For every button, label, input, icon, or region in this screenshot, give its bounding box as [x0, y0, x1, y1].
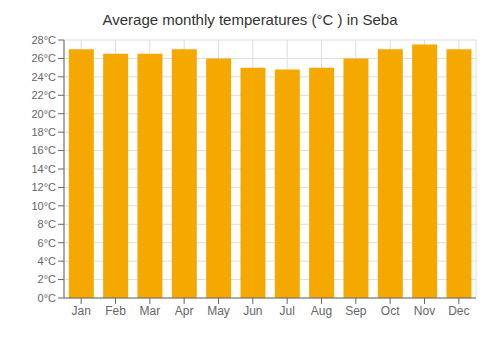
svg-text:28°C: 28°C [31, 34, 56, 46]
svg-text:12°C: 12°C [31, 181, 56, 193]
svg-text:Nov: Nov [414, 304, 435, 318]
svg-text:8°C: 8°C [38, 218, 57, 230]
svg-text:May: May [207, 304, 230, 318]
svg-text:20°C: 20°C [31, 108, 56, 120]
svg-text:Mar: Mar [139, 304, 160, 318]
svg-text:Dec: Dec [448, 304, 469, 318]
svg-text:14°C: 14°C [31, 163, 56, 175]
svg-text:22°C: 22°C [31, 89, 56, 101]
svg-text:Jan: Jan [71, 304, 90, 318]
svg-text:26°C: 26°C [31, 52, 56, 64]
svg-text:Aug: Aug [311, 304, 332, 318]
svg-text:0°C: 0°C [38, 292, 57, 304]
svg-text:16°C: 16°C [31, 144, 56, 156]
svg-text:4°C: 4°C [38, 255, 57, 267]
html-text:Average monthly temperatures (: Average monthly temperatures (°C ) in Se… [102, 11, 398, 28]
svg-text:Apr: Apr [175, 304, 194, 318]
svg-text:Oct: Oct [381, 304, 400, 318]
svg-text:Feb: Feb [105, 304, 126, 318]
svg-text:6°C: 6°C [38, 237, 57, 249]
svg-text:Jul: Jul [279, 304, 294, 318]
svg-text:Jun: Jun [243, 304, 262, 318]
svg-text:24°C: 24°C [31, 71, 56, 83]
svg-text:10°C: 10°C [31, 200, 56, 212]
svg-text:2°C: 2°C [38, 273, 57, 285]
svg-text:Sep: Sep [345, 304, 367, 318]
svg-text:18°C: 18°C [31, 126, 56, 138]
